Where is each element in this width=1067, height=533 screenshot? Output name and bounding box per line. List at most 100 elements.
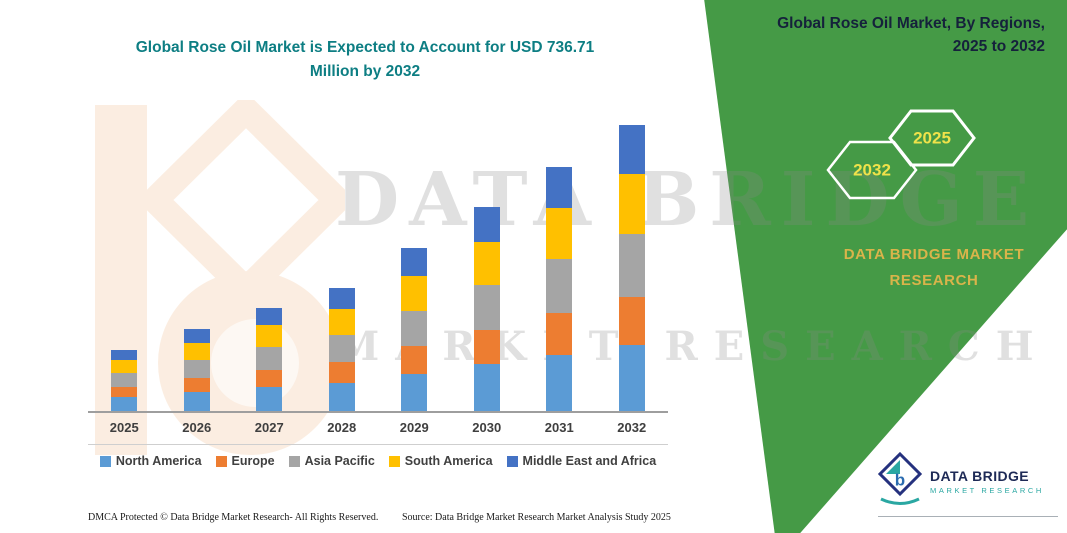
x-tick-2026: 2026: [182, 420, 212, 435]
segment-2032-asia-pacific: [618, 234, 645, 297]
segment-2026-south-america: [183, 342, 210, 360]
chart-title-line2: Million by 2032: [309, 63, 421, 80]
year-hexagons: 2032 2025: [824, 106, 980, 211]
legend-swatch-europe: [215, 455, 227, 467]
segment-2032-south-america: [618, 173, 645, 235]
segment-2029-middle-east-and-africa: [401, 248, 428, 277]
segment-2028-europe: [328, 361, 355, 383]
legend-label: Europe: [231, 454, 275, 468]
segment-2028-asia-pacific: [328, 334, 355, 362]
bar-slot-2026: [161, 120, 234, 411]
legend-item-north-america: North America: [99, 454, 202, 468]
segment-2032-europe: [618, 296, 645, 346]
bar-slot-2027: [233, 120, 306, 411]
dbmr-logo-subtitle: Market Research: [930, 485, 1044, 495]
chart-title-line1: Global Rose Oil Market is Expected to Ac…: [135, 39, 595, 56]
chart-title: Global Rose Oil Market is Expected to Ac…: [65, 36, 665, 84]
brand-line1: DATA BRIDGE MARKET: [843, 246, 1025, 263]
footer-source-text: Source: Data Bridge Market Research Mark…: [402, 512, 671, 523]
segment-2030-north-america: [473, 364, 500, 411]
x-tick-2032: 2032: [617, 420, 647, 435]
band-title: Global Rose Oil Market, By Regions, 2025…: [705, 12, 1045, 58]
segment-2028-middle-east-and-africa: [328, 287, 355, 309]
x-axis-labels: 2025 2026 2027 2028 2029 2030 2031 2032: [88, 413, 668, 445]
legend-label: Middle East and Africa: [522, 454, 657, 468]
legend-swatch-asia-pacific: [288, 455, 300, 467]
x-tick-2027: 2027: [254, 420, 284, 435]
segment-2027-south-america: [256, 325, 283, 347]
segment-2031-europe: [546, 313, 573, 355]
segment-2025-south-america: [111, 360, 138, 373]
stacked-bar-2031: [546, 120, 573, 411]
hexagon-2025-icon: [888, 109, 976, 167]
stacked-bar-2029: [401, 120, 428, 411]
band-title-line2: 2025 to 2032: [952, 38, 1045, 55]
svg-text:b: b: [895, 471, 905, 490]
legend-swatch-south-america: [388, 455, 400, 467]
legend-label: South America: [404, 454, 493, 468]
segment-2025-asia-pacific: [111, 373, 138, 387]
legend-item-middle-east-and-africa: Middle East and Africa: [506, 454, 657, 468]
segment-2031-north-america: [546, 354, 573, 411]
legend-item-asia-pacific: Asia Pacific: [288, 454, 375, 468]
dbmr-logo-name: DATA BRIDGE: [930, 467, 1030, 484]
legend-item-europe: Europe: [215, 454, 275, 468]
segment-2026-middle-east-and-africa: [183, 328, 210, 343]
legend-swatch-middle-east-and-africa: [506, 455, 518, 467]
bar-slot-2031: [523, 120, 596, 411]
segment-2029-europe: [401, 346, 428, 374]
plot-area: [88, 120, 668, 413]
segment-2026-asia-pacific: [183, 359, 210, 379]
stacked-bar-2030: [473, 120, 500, 411]
segment-2032-north-america: [618, 345, 645, 411]
segment-2030-south-america: [473, 241, 500, 285]
dbmr-logo-icon: b: [878, 452, 922, 505]
band-title-line1: Global Rose Oil Market, By Regions,: [777, 15, 1045, 32]
segment-2030-asia-pacific: [473, 284, 500, 330]
stacked-bar-2026: [183, 120, 210, 411]
hexagon-2032-label: 2032: [853, 161, 891, 180]
segment-2029-north-america: [401, 373, 428, 411]
segment-2030-middle-east-and-africa: [473, 207, 500, 242]
legend-label: Asia Pacific: [304, 454, 375, 468]
brand-line2: RESEARCH: [889, 272, 979, 289]
segment-2026-north-america: [183, 392, 210, 411]
segment-2027-asia-pacific: [256, 347, 283, 370]
x-tick-2028: 2028: [327, 420, 357, 435]
segment-2028-north-america: [328, 382, 355, 411]
segment-2029-asia-pacific: [401, 310, 428, 347]
segment-2031-middle-east-and-africa: [546, 166, 573, 209]
segment-2030-europe: [473, 329, 500, 365]
legend-swatch-north-america: [99, 455, 111, 467]
bar-slot-2032: [596, 120, 669, 411]
segment-2025-middle-east-and-africa: [111, 349, 138, 361]
stacked-bar-2025: [111, 120, 138, 411]
bar-slot-2030: [451, 120, 524, 411]
stacked-bar-2027: [256, 120, 283, 411]
x-tick-2031: 2031: [544, 420, 574, 435]
chart-legend: North America Europe Asia Pacific South Ame…: [88, 454, 668, 468]
footer-dmca-text: DMCA Protected © Data Bridge Market Rese…: [88, 512, 379, 523]
segment-2032-middle-east-and-africa: [618, 125, 645, 174]
brand-text: DATA BRIDGE MARKET RESEARCH: [808, 242, 1060, 294]
segment-2026-europe: [183, 378, 210, 392]
segment-2025-europe: [111, 386, 138, 398]
bar-slot-2028: [306, 120, 379, 411]
segment-2028-south-america: [328, 308, 355, 335]
x-tick-2029: 2029: [399, 420, 429, 435]
hexagon-2025-label: 2025: [913, 129, 951, 148]
stacked-bar-chart: 2025 2026 2027 2028 2029 2030 2031 2032 North A…: [88, 120, 668, 468]
segment-2029-south-america: [401, 276, 428, 311]
segment-2025-north-america: [111, 397, 138, 411]
legend-item-south-america: South America: [388, 454, 493, 468]
stacked-bar-2028: [328, 120, 355, 411]
legend-label: North America: [115, 454, 202, 468]
segment-2027-north-america: [256, 387, 283, 411]
segment-2031-south-america: [546, 208, 573, 260]
bar-slot-2029: [378, 120, 451, 411]
x-tick-2030: 2030: [472, 420, 502, 435]
segment-2027-middle-east-and-africa: [256, 307, 283, 326]
dbmr-logo: b DATA BRIDGE Market Research: [878, 452, 1058, 517]
x-tick-2025: 2025: [109, 420, 139, 435]
